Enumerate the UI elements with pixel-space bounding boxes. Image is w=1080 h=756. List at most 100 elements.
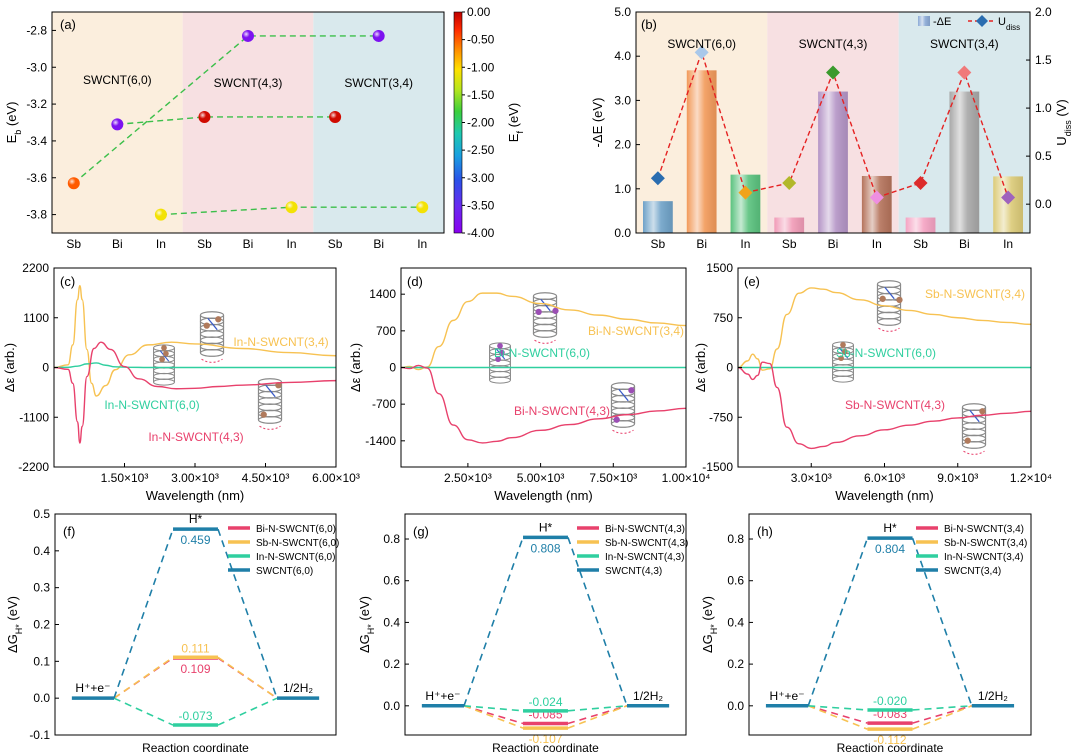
energy-connector (463, 705, 524, 729)
energy-value: -0.073 (178, 709, 212, 723)
y-tick-label: -750 (709, 410, 733, 424)
legend-label: Udiss (998, 16, 1020, 32)
nitrogen-bond (207, 317, 218, 331)
rotation-arrow (534, 339, 556, 344)
bar-highlight (949, 91, 980, 233)
x-tick-label: In (1003, 237, 1013, 251)
y-axis-label: ΔGH* (eV) (700, 596, 719, 653)
series-line (53, 341, 337, 444)
legend-label: SWCNT(4,3) (605, 566, 662, 577)
y-left-axis-label: -ΔE (eV) (590, 98, 605, 148)
udiss-marker (957, 65, 972, 80)
region-label: SWCNT(4,3) (799, 37, 868, 51)
x-tick-label: 1.2×10⁴ (1010, 471, 1052, 485)
y-tick-label: 0.2 (727, 657, 744, 671)
state-label: H* (539, 520, 553, 534)
x-axis-label: Wavelength (nm) (494, 488, 593, 503)
legend-marker-swatch (976, 15, 988, 27)
series-line (53, 362, 336, 369)
energy-connector (912, 705, 973, 730)
dopant-atom (964, 437, 971, 444)
x-tick-label: Bi (959, 237, 970, 251)
energy-connector (463, 705, 524, 725)
state-label: H* (883, 521, 897, 535)
plot-area (749, 514, 1031, 735)
y-axis-label: Δε (arb.) (2, 343, 17, 392)
series-line (737, 361, 1032, 450)
dopant-atom (215, 316, 222, 323)
dopant-atom (161, 345, 167, 351)
region-label: SWCNT(6,0) (83, 73, 152, 87)
panel-h: -0.083-0.112-0.0200.804H⁺+e⁻H*1/2H₂0.00.… (700, 513, 1032, 755)
energy-connector (567, 705, 628, 712)
legend-label: Sb-N-SWCNT(4,3) (605, 538, 688, 549)
y-axis-label: ΔGH* (eV) (5, 596, 24, 653)
data-point-highlight (285, 201, 298, 214)
energy-value: 0.808 (530, 541, 560, 555)
x-axis-label: Wavelength (nm) (835, 488, 934, 503)
colorbar-tick-label: 0.00 (467, 5, 491, 19)
rotation-arrow (612, 429, 634, 434)
x-tick-label: Sb (66, 237, 81, 251)
bar-highlight (730, 174, 761, 233)
data-point-highlight (416, 201, 429, 214)
udiss-marker (869, 190, 884, 205)
y-tick-label: 700 (376, 324, 396, 338)
rotation-arrow (201, 358, 223, 363)
y-tick-label: 750 (713, 311, 733, 325)
y-tick-label: -700 (372, 397, 396, 411)
y-tick-label: 0.1 (33, 654, 50, 668)
dopant-atom (613, 416, 620, 423)
colorbar-tick-label: -1.50 (467, 88, 495, 102)
dopant-atom (499, 349, 505, 356)
colorbar-label: Ef (eV) (506, 103, 525, 142)
y-tick-label: 1100 (23, 311, 49, 325)
dopant-atom (879, 295, 886, 302)
bar-highlight (861, 175, 892, 233)
udiss-marker (694, 45, 709, 60)
data-point-highlight (329, 110, 342, 123)
axes-frame (635, 11, 1031, 234)
y-tick-label: 0.6 (383, 574, 400, 588)
energy-connector (911, 537, 973, 707)
dopant-atom (203, 322, 210, 329)
legend-label: In-N-SWCNT(6,0) (256, 552, 335, 563)
energy-value: 0.111 (181, 641, 210, 655)
legend-label: -ΔE (933, 16, 951, 28)
x-tick-label: Sb (328, 237, 343, 251)
dopant-atom (260, 411, 267, 418)
region-label: SWCNT(3,4) (930, 37, 999, 51)
data-point-highlight (372, 29, 385, 42)
nanotube-structure (532, 292, 559, 344)
y-right-tick-label: 2.0 (1035, 5, 1052, 19)
x-tick-label: Sb (913, 237, 928, 251)
x-axis-label: Reaction coordinate (492, 741, 599, 755)
x-tick-label: Bi (243, 237, 254, 251)
energy-connector (807, 537, 869, 707)
panel-label: (a) (60, 17, 76, 32)
y-tick-label: 1500 (706, 261, 733, 275)
colorbar-tick-label: -2.50 (467, 143, 495, 157)
y-tick-label: 2200 (22, 261, 49, 275)
region-label: SWCNT(4,3) (214, 76, 283, 90)
dopant-atom (497, 343, 503, 349)
nitrogen-bond (618, 388, 629, 402)
y-tick-label: 0 (726, 361, 733, 375)
y-tick-label: -2.8 (26, 23, 47, 37)
x-tick-label: In (287, 237, 297, 251)
y-left-tick-label: 2.0 (614, 138, 631, 152)
panel-e: -1500 -750 0 750 1500 3.0×10³ 6.0×10³ 9.0×10³ 1.… (693, 261, 1052, 503)
x-tick-label: 3.0×10³ (791, 471, 832, 485)
axes-frame (404, 513, 687, 736)
rotation-arrow (963, 450, 985, 455)
y-left-tick-label: 3.0 (614, 93, 631, 107)
x-tick-label: 6.00×10³ (312, 471, 360, 485)
region-label: SWCNT(3,4) (344, 76, 413, 90)
y-right-tick-label: 1.0 (1035, 101, 1052, 115)
rotation-arrow (259, 425, 281, 430)
panel-label: (b) (641, 17, 657, 32)
y-right-tick-label: 0.0 (1035, 197, 1052, 211)
panel-d: -1400 -700 0 700 1400 2.50×10³ 5.00×10³ 7.50×10… (348, 267, 710, 503)
y-right-tick-label: 1.5 (1035, 53, 1052, 67)
